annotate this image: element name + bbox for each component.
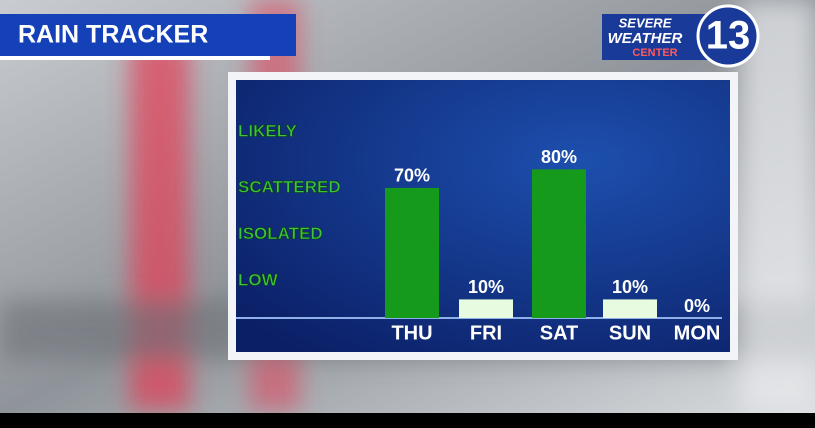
title-underline <box>0 56 270 60</box>
chart-title: RAIN TRACKER <box>18 21 208 49</box>
bar <box>459 299 513 318</box>
logo-circle <box>696 4 760 68</box>
y-tick-label: LOW <box>238 270 279 289</box>
logo-box <box>602 14 712 60</box>
logo-text: WEATHER <box>608 30 683 47</box>
bottom-bar <box>0 413 815 428</box>
bar <box>603 299 657 318</box>
value-label: 10% <box>612 277 648 297</box>
x-tick-label: SUN <box>609 322 651 344</box>
logo-text: CENTER <box>632 47 677 59</box>
value-label: 10% <box>468 277 504 297</box>
y-tick-label: SCATTERED <box>238 177 341 196</box>
y-tick-label: LIKELY <box>238 122 298 141</box>
logo-number: 13 <box>706 14 751 58</box>
x-tick-label: SAT <box>540 322 579 344</box>
logo: SEVERE WEATHER CENTER 13 <box>602 4 760 68</box>
logo-text: SEVERE <box>619 15 672 30</box>
title-banner <box>0 14 296 56</box>
bar <box>532 169 586 318</box>
value-label: 70% <box>394 166 430 186</box>
value-label: 0% <box>684 296 710 316</box>
x-tick-label: FRI <box>470 322 502 344</box>
x-tick-label: THU <box>391 322 432 344</box>
y-tick-label: ISOLATED <box>238 224 323 243</box>
x-tick-label: MON <box>674 322 721 344</box>
bar <box>385 187 439 318</box>
value-label: 80% <box>541 147 577 167</box>
